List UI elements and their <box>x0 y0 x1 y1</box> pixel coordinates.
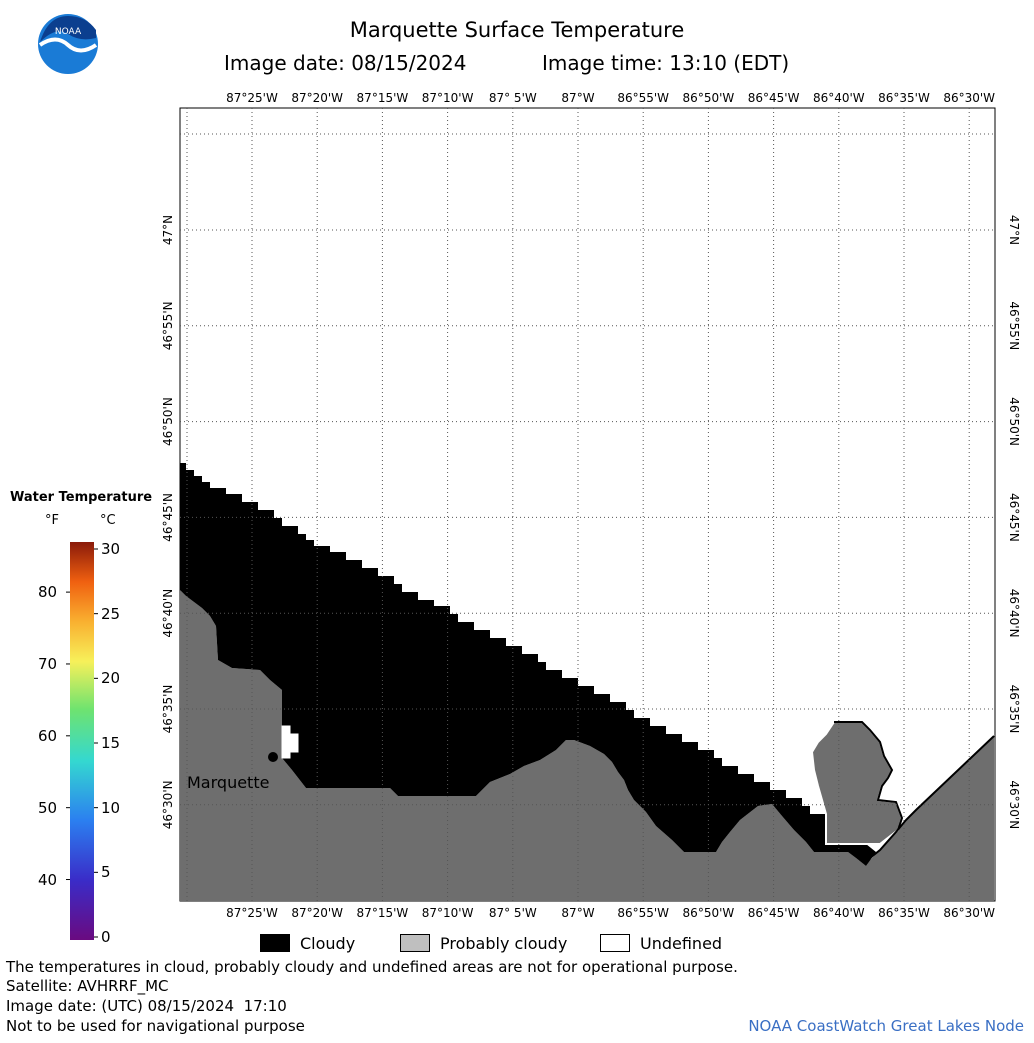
city-label-marquette: Marquette <box>187 773 269 792</box>
latitude-label-right: 46°45'N <box>1007 493 1021 542</box>
longitude-label-top: 86°35'W <box>878 91 930 105</box>
longitude-label-top: 87°20'W <box>291 91 343 105</box>
longitude-label-bottom: 86°50'W <box>683 906 735 920</box>
celsius-tick-label: 10 <box>101 798 121 817</box>
latitude-label-left: 47°N <box>161 215 175 245</box>
unit-celsius: °C <box>100 513 116 528</box>
celsius-tick-label: 5 <box>101 863 111 882</box>
latitude-label-left: 46°35'N <box>161 685 175 734</box>
swatch-probably-cloudy <box>400 934 430 952</box>
swatch-cloudy <box>260 934 290 952</box>
longitude-label-top: 86°50'W <box>683 91 735 105</box>
longitude-label-bottom: 87°W <box>561 906 594 920</box>
undefined-patch <box>281 725 299 759</box>
latitude-label-right: 46°50'N <box>1007 397 1021 446</box>
longitude-label-top: 87°15'W <box>357 91 409 105</box>
longitude-label-top: 87°10'W <box>422 91 474 105</box>
celsius-tick-label: 0 <box>101 928 111 946</box>
key-probably-cloudy-label: Probably cloudy <box>440 933 568 953</box>
key-undefined-label: Undefined <box>640 933 723 953</box>
legend-title: Water Temperature <box>10 490 153 505</box>
latitude-labels: 47°N 47°N 46°55'N 46°55'N 46°50'N 46°50'N 46°4… <box>161 215 1021 829</box>
longitude-label-top: 86°30'W <box>943 91 995 105</box>
longitude-labels: 87°25'W 87°25'W 87°20'W 87°20'W 87°15'W 87°15… <box>226 91 995 920</box>
celsius-tick-label: 20 <box>101 669 121 688</box>
latitude-label-left: 46°50'N <box>161 397 175 446</box>
key-cloudy-label: Cloudy <box>300 933 356 953</box>
latitude-label-left: 46°30'N <box>161 780 175 829</box>
longitude-label-bottom: 87°15'W <box>357 906 409 920</box>
celsius-tick-label: 15 <box>101 734 121 752</box>
footer-credit: NOAA CoastWatch Great Lakes Node <box>748 1017 1024 1035</box>
longitude-label-bottom: 86°55'W <box>617 906 669 920</box>
longitude-label-top: 87°W <box>561 91 594 105</box>
longitude-label-top: 86°40'W <box>813 91 865 105</box>
celsius-tick-label: 25 <box>101 604 121 623</box>
latitude-label-right: 46°35'N <box>1007 685 1021 734</box>
longitude-label-bottom: 87°10'W <box>422 906 474 920</box>
grid-lines <box>180 108 995 901</box>
footer-utc-date: Image date: (UTC) 08/15/2024 17:10 <box>6 997 287 1015</box>
latitude-label-right: 46°40'N <box>1007 589 1021 638</box>
cloudy-area <box>180 463 876 866</box>
longitude-label-bottom: 86°35'W <box>878 906 930 920</box>
longitude-label-top: 86°45'W <box>748 91 800 105</box>
unit-fahrenheit: °F <box>45 513 59 528</box>
longitude-label-bottom: 86°30'W <box>943 906 995 920</box>
latitude-label-right: 47°N <box>1007 215 1021 245</box>
longitude-label-bottom: 87°25'W <box>226 906 278 920</box>
footer-navigation: Not to be used for navigational purpose <box>6 1017 305 1035</box>
longitude-label-top: 87° 5'W <box>489 91 537 105</box>
footer-disclaimer: The temperatures in cloud, probably clou… <box>6 958 738 976</box>
map-title: Marquette Surface Temperature <box>349 18 685 42</box>
fahrenheit-tick-label: 80 <box>38 583 58 602</box>
key-probably-cloudy: Probably cloudy <box>400 933 567 953</box>
swatch-undefined <box>600 934 630 952</box>
fahrenheit-tick-label: 60 <box>38 726 58 745</box>
color-bar-ticks <box>66 548 98 938</box>
marquette-marker <box>268 752 278 762</box>
latitude-label-left: 46°55'N <box>161 301 175 350</box>
fahrenheit-tick-label: 50 <box>38 798 58 817</box>
celsius-tick-label: 30 <box>101 540 121 558</box>
key-cloudy: Cloudy <box>260 933 355 953</box>
image-time-label: Image time: 13:10 (EDT) <box>542 51 790 75</box>
latitude-label-right: 46°30'N <box>1007 780 1021 829</box>
latitude-label-right: 46°55'N <box>1007 301 1021 350</box>
svg-text:NOAA: NOAA <box>55 27 82 37</box>
fahrenheit-tick-label: 70 <box>38 654 58 673</box>
longitude-label-bottom: 87°20'W <box>291 906 343 920</box>
noaa-logo: NOAA <box>38 14 98 74</box>
fahrenheit-tick-label: 40 <box>38 870 58 889</box>
image-date-label: Image date: 08/15/2024 <box>224 51 467 75</box>
longitude-label-bottom: 87° 5'W <box>489 906 537 920</box>
longitude-label-top: 87°25'W <box>226 91 278 105</box>
key-undefined: Undefined <box>600 933 722 953</box>
latitude-label-left: 46°40'N <box>161 589 175 638</box>
longitude-label-bottom: 86°40'W <box>813 906 865 920</box>
longitude-label-bottom: 86°45'W <box>748 906 800 920</box>
latitude-label-left: 46°45'N <box>161 493 175 542</box>
footer-satellite: Satellite: AVHRRF_MC <box>6 977 169 995</box>
longitude-label-top: 86°55'W <box>617 91 669 105</box>
temperature-color-bar <box>70 542 94 940</box>
coastline-east <box>869 735 995 859</box>
land-area <box>180 590 994 901</box>
